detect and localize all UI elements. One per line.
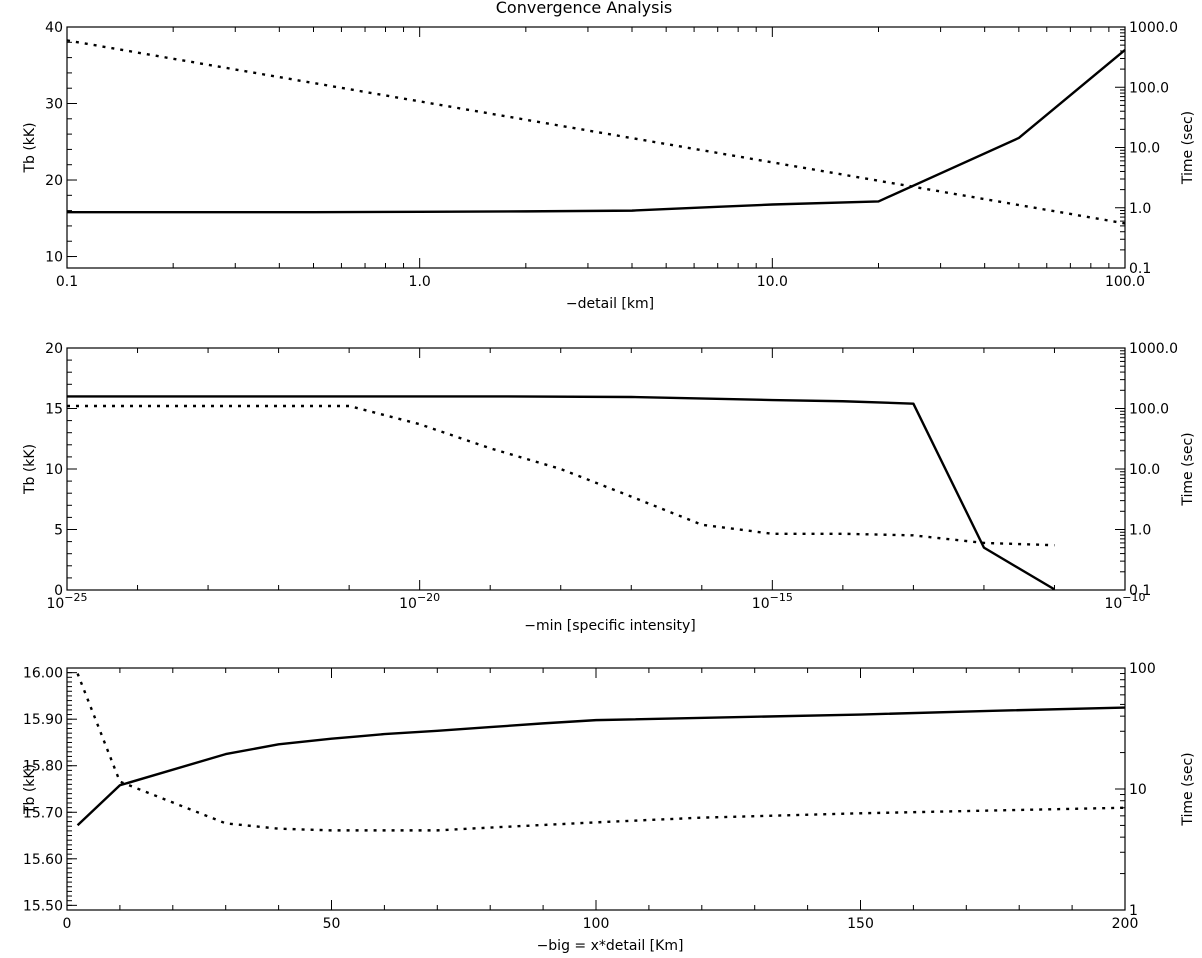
y-axis-label: Tb (kK)	[22, 444, 38, 495]
y2-tick-label: 1000.0	[1129, 20, 1178, 36]
data-point-dotted	[701, 524, 703, 526]
plot-frame-detail	[66, 26, 1126, 269]
y2-tick-label: 1.0	[1129, 523, 1151, 539]
x-tick-exponent: −20	[417, 591, 440, 604]
x-tick-label: 100	[583, 916, 610, 932]
chart-panel-min: 10−25 10−20 10−15 10−10 0 5 10 15 20 0.1 1.0 10.0 10…	[22, 341, 1196, 634]
y-tick-label: 15.90	[23, 712, 63, 728]
y2-tick-label: 0.1	[1129, 583, 1151, 599]
x-axis-label: −detail [km]	[566, 296, 654, 312]
y-tick-label: 5	[54, 523, 63, 539]
x-tick-label: 10−20	[399, 591, 440, 612]
x-tick-exponent: −25	[64, 591, 87, 604]
data-point-dotted	[560, 468, 562, 470]
chart-panel-big: 0 50 100 150 200 15.50 15.60 15.70 15.80 15.90 16.…	[22, 661, 1196, 954]
y-tick-label: 15	[45, 402, 63, 418]
data-point-dotted	[225, 823, 227, 825]
x-tick-label: 10−15	[752, 591, 793, 612]
y2-tick-label: 100.0	[1129, 80, 1169, 96]
x-tick-label: 0	[63, 916, 72, 932]
x-tick-label: 10.0	[757, 274, 788, 290]
y2-tick-label: 1	[1129, 903, 1138, 919]
y2-tick-label: 100.0	[1129, 402, 1169, 418]
data-point-dotted	[701, 817, 703, 819]
y2-tick-label: 100	[1129, 661, 1156, 677]
y2-axis-label: Time (sec)	[1180, 432, 1196, 506]
y-axis-label: Tb (kK)	[22, 122, 38, 173]
x-axis-label: −big = x*detail [Km]	[537, 938, 684, 954]
series-solid-line-min	[67, 395, 1056, 591]
x-tick-label: 1.0	[409, 274, 431, 290]
x-tick-label: 0.1	[56, 274, 78, 290]
y-tick-label: 20	[45, 173, 63, 189]
x-tick-label: 100.0	[1105, 274, 1145, 290]
series-solid-line-detail	[67, 49, 1126, 214]
y-tick-label: 20	[45, 341, 63, 357]
y-tick-label: 10	[45, 250, 63, 266]
series-dotted-line-detail	[66, 39, 1126, 225]
data-point-dotted	[772, 533, 774, 535]
y-tick-label: 40	[45, 20, 63, 36]
y2-tick-label: 1.0	[1129, 201, 1151, 217]
x-axis-label: −min [specific intensity]	[524, 618, 696, 634]
x-tick-exponent: −10	[1122, 591, 1145, 604]
plot-frame-min	[66, 347, 1126, 591]
data-point-dotted	[278, 828, 280, 830]
x-tick-label: 200	[1112, 916, 1139, 932]
data-point-dotted	[419, 423, 421, 425]
y2-tick-label: 10.0	[1129, 462, 1160, 478]
y2-axis-label: Time (sec)	[1180, 752, 1196, 826]
x-tick-exponent: −15	[770, 591, 793, 604]
series-solid-line-big	[76, 706, 1126, 827]
x-tick-label: 150	[847, 916, 874, 932]
y-tick-label: 16.00	[23, 666, 63, 682]
data-point-dotted	[489, 447, 491, 449]
data-point-dotted	[595, 822, 597, 824]
y2-tick-label: 10	[1129, 782, 1147, 798]
y-tick-label: 30	[45, 97, 63, 113]
x-tick-label: 50	[323, 916, 341, 932]
y2-axis-label: Time (sec)	[1180, 111, 1196, 185]
figure-title: Convergence Analysis	[496, 0, 673, 17]
data-point-dotted	[119, 781, 121, 783]
x-tick-label: 10−10	[1104, 591, 1145, 612]
chart-panel-detail: 0.1 1.0 10.0 100.0 10 20 30 40 0.1 1.0 10.0 100.0 10…	[22, 20, 1196, 312]
data-point-dotted	[842, 533, 844, 535]
y-tick-label: 15.60	[23, 852, 63, 868]
plot-frame-big	[66, 667, 1126, 911]
y-tick-label: 15.80	[23, 759, 63, 775]
series-dotted-line-min	[67, 404, 1055, 547]
y-axis-label: Tb (kK)	[22, 764, 38, 815]
y-tick-label: 15.70	[23, 805, 63, 821]
x-tick-label: 10−25	[46, 591, 87, 612]
y2-tick-label: 10.0	[1129, 141, 1160, 157]
y2-tick-label: 0.1	[1129, 261, 1151, 277]
y2-tick-label: 1000.0	[1129, 341, 1178, 357]
y-tick-label: 15.50	[23, 898, 63, 914]
y-tick-label: 10	[45, 462, 63, 478]
y-tick-label: 0	[54, 583, 63, 599]
series-dotted-line-big	[76, 673, 1126, 832]
